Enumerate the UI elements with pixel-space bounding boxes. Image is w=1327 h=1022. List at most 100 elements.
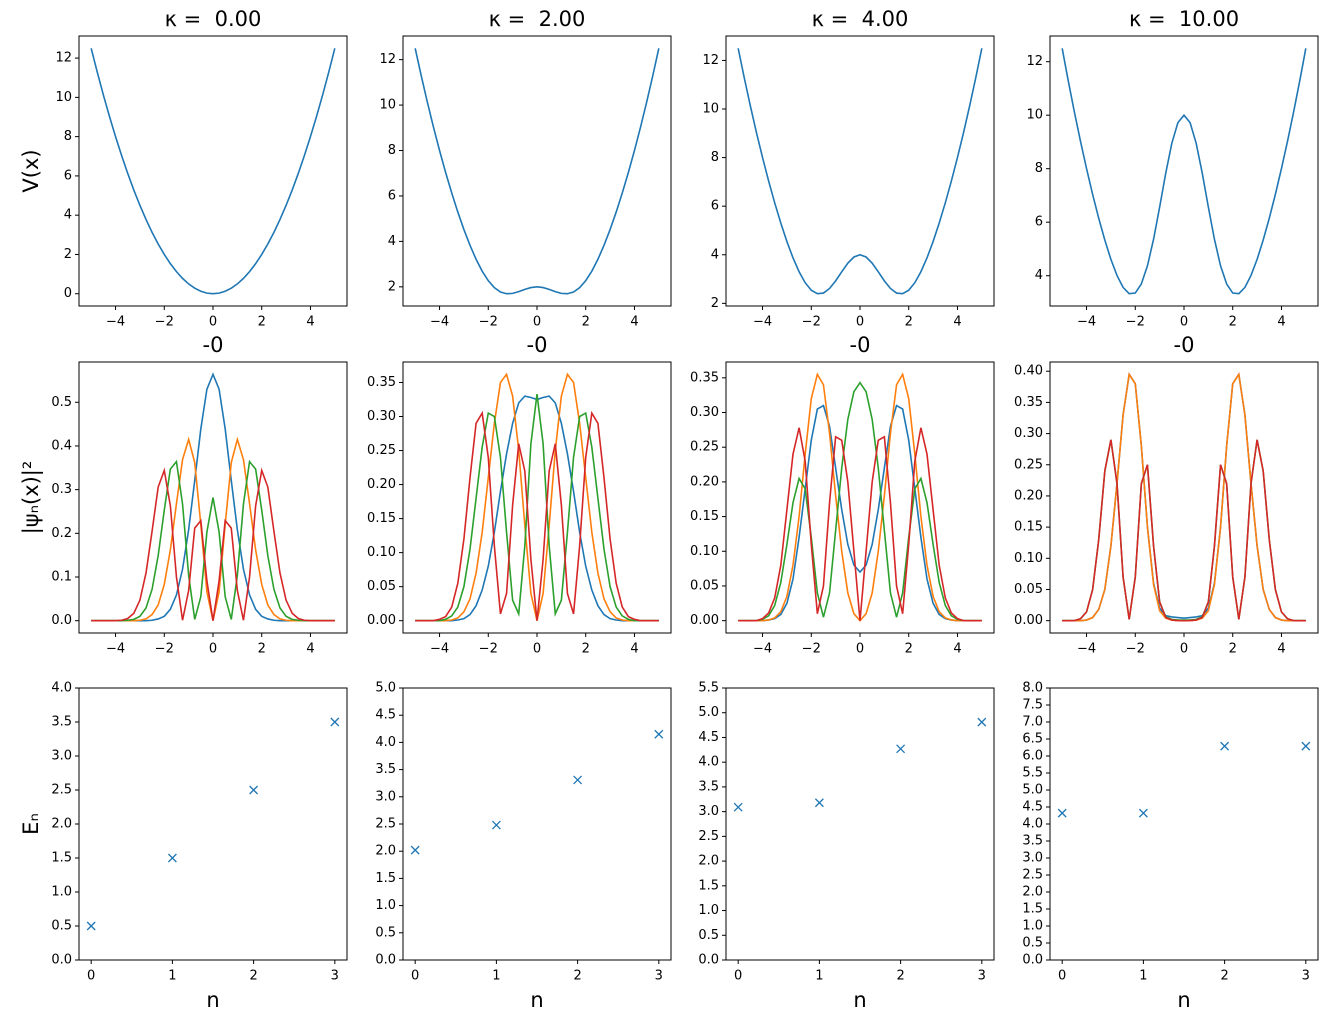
marker-x <box>410 845 420 855</box>
y-tick-label: 0.4 <box>51 438 72 453</box>
y-tick-label: 1.0 <box>698 903 719 918</box>
subplot-title: -0 <box>203 333 224 357</box>
curve <box>1062 372 1306 622</box>
x-axis-label: n <box>530 988 543 1012</box>
y-tick-label: 0.20 <box>690 474 719 489</box>
x-tick-label: −4 <box>430 642 449 657</box>
y-tick-label: 1.0 <box>51 885 72 900</box>
x-tick-label: −2 <box>479 642 498 657</box>
y-tick-label: 0.35 <box>690 370 719 385</box>
marker-x <box>491 820 501 830</box>
y-tick-label: 2.5 <box>375 817 396 832</box>
y-tick-label: 4.0 <box>375 735 396 750</box>
axes-frame <box>402 361 672 634</box>
x-tick-label: 1 <box>168 969 176 984</box>
x-tick-label: 1 <box>1139 969 1147 984</box>
marker-x <box>1301 741 1311 751</box>
y-tick-label: 2.0 <box>51 817 72 832</box>
x-tick-label: 1 <box>815 969 823 984</box>
subplot: 0 1 2 3 0.0 0.5 1.0 1.5 2.0 2.5 3.0 3.5 4.0 Eₙ n <box>19 681 348 1012</box>
y-tick-label: 0.25 <box>367 443 396 458</box>
y-tick-label: 4.0 <box>1022 817 1043 832</box>
curve <box>91 436 335 622</box>
y-tick-label: 0.10 <box>1014 551 1043 566</box>
marker-stroke <box>330 717 340 727</box>
x-tick-label: 0 <box>1058 969 1066 984</box>
y-tick-label: 4 <box>711 247 719 262</box>
x-axis-label: n <box>1177 988 1190 1012</box>
x-tick-label: 2 <box>1229 315 1237 330</box>
x-tick-label: −2 <box>155 642 174 657</box>
marker-stroke <box>491 820 501 830</box>
y-tick-label: 12 <box>1026 54 1043 69</box>
marker-x <box>1057 808 1067 818</box>
y-tick-label: 4.5 <box>1022 800 1043 815</box>
y-tick-label: 0.05 <box>1014 582 1043 597</box>
marker-stroke <box>814 798 824 808</box>
curve <box>738 404 982 622</box>
subplot: −4 −2 0 2 4 0.0 0.1 0.2 0.3 0.4 0.5 -0 |ψₙ(x)|² <box>19 333 348 657</box>
y-tick-label: 0.0 <box>51 613 72 628</box>
x-tick-label: −2 <box>1126 315 1145 330</box>
x-tick-label: 3 <box>655 969 663 984</box>
subplot-title: -0 <box>527 333 548 357</box>
y-tick-label: 1.5 <box>375 871 396 886</box>
y-tick-label: 0.10 <box>367 545 396 560</box>
y-tick-label: 2.0 <box>1022 885 1043 900</box>
y-tick-label: 6.0 <box>1022 749 1043 764</box>
x-tick-label: −2 <box>802 642 821 657</box>
x-tick-label: 3 <box>978 969 986 984</box>
curve <box>415 410 659 622</box>
x-tick-label: 0 <box>533 642 541 657</box>
x-tick-label: 0 <box>734 969 742 984</box>
y-tick-label: 2 <box>711 296 719 311</box>
y-tick-label: 1.0 <box>375 898 396 913</box>
curve <box>415 372 659 622</box>
subplot: −4 −2 0 2 4 0.00 0.05 0.10 0.15 0.20 0.25 0.30 0.35 0… <box>1014 333 1319 657</box>
x-tick-label: 4 <box>630 315 638 330</box>
x-tick-label: 0 <box>1180 315 1188 330</box>
x-tick-label: 2 <box>249 969 257 984</box>
x-tick-label: 1 <box>492 969 500 984</box>
curve <box>737 48 983 295</box>
y-tick-label: 0.15 <box>367 511 396 526</box>
y-tick-label: 5.5 <box>1022 766 1043 781</box>
marker-stroke <box>896 744 906 754</box>
x-tick-label: −4 <box>1077 315 1096 330</box>
curve <box>415 393 659 622</box>
subplot: 0 1 2 3 0.0 0.5 1.0 1.5 2.0 2.5 3.0 3.5 4.0 4.5 5.0 5.5… <box>698 681 995 1012</box>
axes-frame <box>725 687 995 961</box>
subplot: −4 −2 0 2 4 0.00 0.05 0.10 0.15 0.20 0.25 0.30 0.35 -… <box>367 333 672 657</box>
y-tick-label: 0.00 <box>367 613 396 628</box>
x-axis-label: n <box>853 988 866 1012</box>
x-tick-label: 0 <box>209 642 217 657</box>
x-tick-label: 2 <box>258 315 266 330</box>
y-tick-label: 2 <box>64 247 72 262</box>
x-tick-label: 2 <box>582 315 590 330</box>
y-tick-label: 3.5 <box>51 715 72 730</box>
curve <box>1062 372 1306 622</box>
y-tick-label: 0.35 <box>367 375 396 390</box>
y-tick-label: 3.0 <box>375 789 396 804</box>
x-tick-label: 2 <box>582 642 590 657</box>
y-tick-label: 0.5 <box>51 919 72 934</box>
curve <box>91 467 335 622</box>
x-tick-label: 0 <box>87 969 95 984</box>
y-tick-label: 0.2 <box>51 526 72 541</box>
y-tick-label: 3.5 <box>698 779 719 794</box>
x-tick-label: 2 <box>896 969 904 984</box>
x-tick-label: −4 <box>1077 642 1096 657</box>
x-tick-label: 4 <box>306 315 314 330</box>
y-tick-label: 0.0 <box>1022 953 1043 968</box>
y-tick-label: 10 <box>702 102 719 117</box>
marker-x <box>1220 741 1230 751</box>
y-tick-label: 4.0 <box>51 681 72 696</box>
y-tick-label: 8 <box>388 143 396 158</box>
y-tick-label: 0.1 <box>51 570 72 585</box>
y-tick-label: 0.00 <box>690 613 719 628</box>
x-tick-label: 0 <box>856 315 864 330</box>
axes-frame <box>1049 687 1319 961</box>
y-tick-label: 3.0 <box>1022 851 1043 866</box>
x-tick-label: 4 <box>306 642 314 657</box>
y-tick-label: 2.0 <box>698 854 719 869</box>
